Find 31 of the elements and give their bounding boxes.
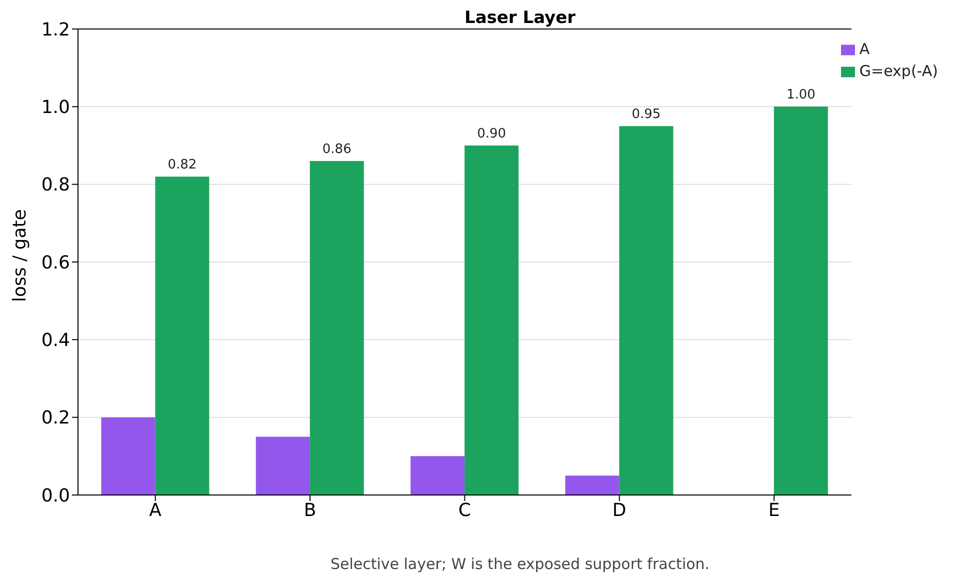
chart-title: Laser Layer bbox=[463, 8, 577, 28]
x-tick-label: C bbox=[458, 500, 471, 521]
bar bbox=[565, 476, 620, 495]
data-label: 0.95 bbox=[632, 107, 661, 122]
y-tick-label: 0.6 bbox=[41, 252, 70, 274]
bar bbox=[774, 106, 828, 495]
text: Selective layer; W is the exposed support fraction. bbox=[329, 555, 711, 573]
bar bbox=[619, 126, 674, 495]
bar bbox=[464, 146, 519, 495]
y-tick-label: 0.8 bbox=[41, 174, 70, 196]
x-tick-label: D bbox=[612, 500, 626, 521]
y-axis-title: loss / gate bbox=[9, 209, 30, 302]
bar bbox=[256, 436, 310, 495]
bar bbox=[310, 161, 364, 495]
y-tick-label: 0.4 bbox=[41, 330, 70, 352]
bar bbox=[410, 456, 465, 495]
x-tick-label: A bbox=[149, 500, 162, 521]
x-tick-label: B bbox=[304, 500, 316, 521]
data-label: 1.00 bbox=[786, 88, 816, 103]
y-tick-label: 1.0 bbox=[41, 97, 70, 118]
legend-label: A bbox=[859, 40, 870, 58]
legend-label: G=exp(-A) bbox=[859, 62, 938, 80]
data-label: 0.90 bbox=[477, 126, 506, 142]
bar bbox=[155, 176, 210, 495]
y-tick-label: 0.0 bbox=[41, 485, 70, 506]
y-tick-label: 1.2 bbox=[41, 19, 70, 40]
data-label: 0.86 bbox=[322, 142, 352, 158]
y-tick-label: 0.2 bbox=[41, 408, 70, 429]
x-tick-label: E bbox=[768, 500, 780, 521]
data-label: 0.82 bbox=[168, 158, 197, 173]
bar bbox=[101, 417, 156, 495]
